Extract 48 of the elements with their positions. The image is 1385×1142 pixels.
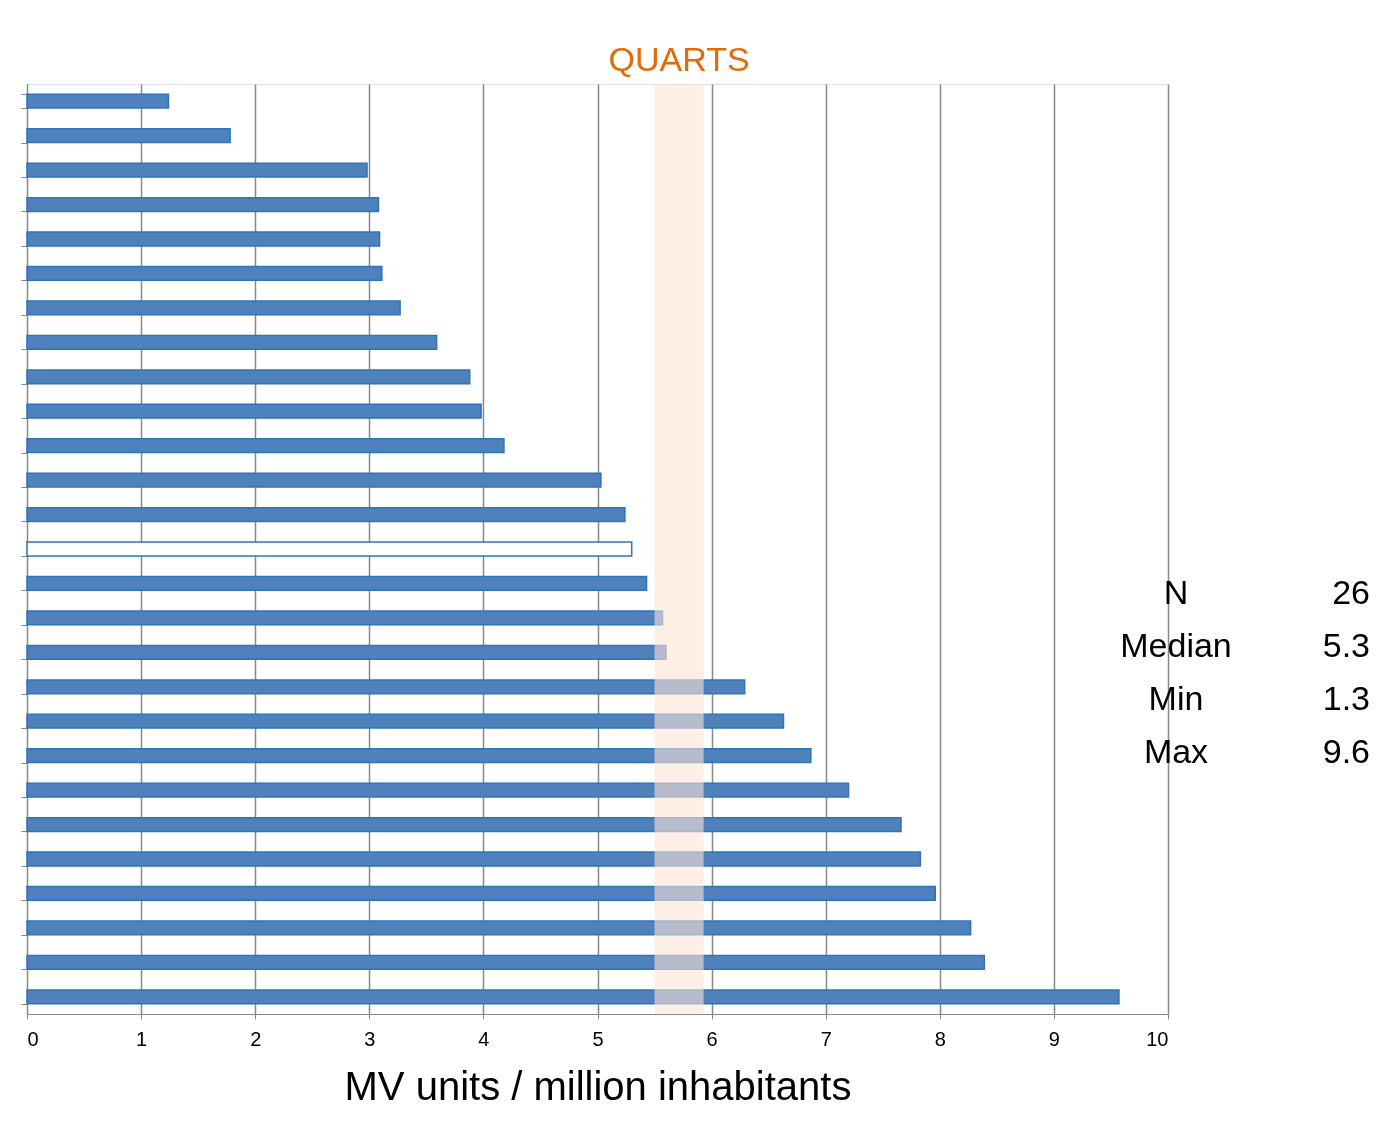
x-axis-title: MV units / million inhabitants [344,1063,852,1108]
bar [26,748,812,764]
text: 5.3 [1322,626,1370,664]
bar [26,196,380,213]
bar [26,265,383,282]
bar [26,506,626,523]
bar [26,300,401,316]
annotation: Min [1148,679,1204,717]
annotation: N [1163,573,1189,611]
bar [26,369,471,385]
bar [26,403,482,419]
x-tick-label: 4 [478,1027,490,1050]
annotation: Max [1143,732,1209,770]
bar [26,231,381,247]
bar [26,162,368,178]
x-tick-label: 5 [592,1027,604,1050]
bar [26,782,850,798]
bar [26,644,667,660]
annotation: Median [1120,626,1232,664]
bar [26,128,231,144]
x-tick-label: 1 [136,1027,148,1050]
bar [26,920,972,936]
text: 26 [1332,573,1370,611]
bar [26,438,505,454]
bar [26,610,664,626]
bar [26,954,986,970]
bar [26,575,648,592]
text: 1.3 [1322,679,1370,717]
x-tick-label: 2 [250,1027,262,1050]
bar [26,679,746,695]
bar [26,885,936,902]
x-tick-label: 7 [820,1027,832,1050]
text: 9.6 [1322,732,1370,770]
bar [26,541,633,557]
x-tick-label: 0 [27,1027,39,1050]
x-tick-label: 6 [706,1027,718,1050]
x-tick-label: 10 [1146,1027,1169,1050]
x-tick-label: 3 [364,1027,376,1050]
x-tick-label: 8 [934,1027,946,1050]
bar [26,989,1120,1005]
x-tick-label: 9 [1048,1027,1060,1050]
bar [26,851,922,867]
bar [26,816,902,833]
bar [26,472,602,488]
bar [26,334,438,350]
band-label: QUARTS [608,40,750,78]
bar [26,713,785,729]
bar [26,93,170,109]
